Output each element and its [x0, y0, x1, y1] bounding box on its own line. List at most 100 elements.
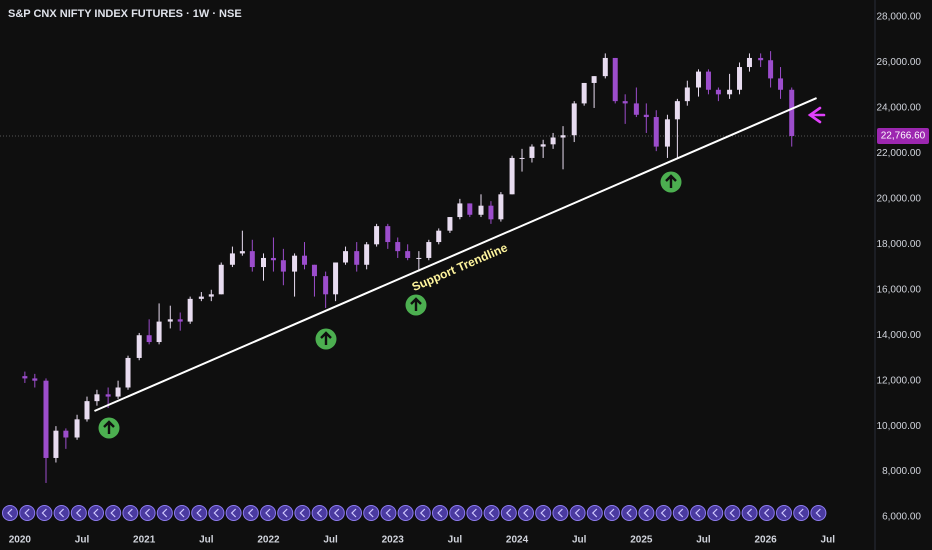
event-marker-glyph	[557, 508, 563, 518]
event-marker-glyph	[695, 508, 701, 518]
event-marker-glyph	[609, 508, 615, 518]
candle-body	[674, 101, 680, 120]
candle-body	[633, 103, 639, 115]
candle-body	[498, 194, 504, 220]
event-marker	[741, 505, 758, 521]
y-tick-label: 14,000.00	[877, 330, 922, 341]
event-marker	[621, 505, 638, 521]
event-marker-glyph	[282, 508, 288, 518]
event-marker-glyph	[781, 508, 787, 518]
event-marker	[88, 505, 104, 521]
candle-body	[198, 296, 204, 299]
candle-body	[115, 387, 121, 397]
event-marker	[655, 505, 672, 521]
event-marker	[638, 505, 655, 521]
event-marker	[311, 505, 328, 521]
event-marker	[672, 505, 689, 521]
event-markers	[2, 505, 827, 521]
event-marker	[156, 505, 173, 521]
event-marker-glyph	[712, 508, 718, 518]
y-tick-label: 20,000.00	[877, 194, 922, 205]
candle-body	[758, 57, 764, 61]
x-tick-label: Jul	[323, 535, 338, 546]
event-marker	[105, 505, 122, 521]
event-marker-glyph	[58, 508, 65, 518]
candle-body	[789, 89, 795, 136]
event-marker	[707, 505, 724, 521]
event-marker-glyph	[179, 508, 185, 518]
support-touch-icon	[315, 328, 337, 350]
event-marker	[552, 505, 569, 521]
candle-body	[622, 101, 628, 104]
event-marker-glyph	[488, 508, 495, 518]
event-marker	[466, 505, 483, 521]
event-marker	[191, 505, 208, 521]
event-marker-glyph	[677, 508, 684, 518]
event-marker-glyph	[41, 508, 47, 518]
candle-body	[416, 257, 422, 259]
event-marker	[810, 505, 827, 521]
event-marker-glyph	[454, 508, 460, 518]
event-marker	[363, 505, 380, 521]
event-marker-glyph	[196, 508, 202, 518]
candle-body	[705, 71, 711, 90]
candle-body	[229, 253, 235, 265]
event-marker-glyph	[299, 508, 305, 518]
y-tick-label: 26,000.00	[877, 57, 922, 68]
candle-body	[364, 244, 370, 265]
candle-body	[696, 71, 702, 88]
event-marker-glyph	[368, 508, 374, 518]
candle-body	[354, 251, 360, 265]
event-marker-glyph	[471, 508, 477, 518]
candle-body	[218, 264, 224, 295]
candle-body	[105, 394, 111, 397]
candle-body	[612, 57, 618, 102]
candle-body	[292, 255, 298, 272]
candle-body	[447, 217, 453, 231]
candle-body	[768, 60, 774, 79]
event-marker	[277, 505, 294, 521]
x-tick-label: Jul	[572, 535, 587, 546]
event-marker-glyph	[523, 508, 529, 518]
candle-body	[664, 119, 670, 147]
candle-body	[467, 203, 473, 215]
candle-body	[571, 103, 577, 136]
event-marker	[604, 505, 620, 521]
trendline	[94, 97, 817, 412]
x-tick-label: Jul	[199, 535, 214, 546]
candle-body	[727, 89, 733, 95]
event-marker-glyph	[626, 508, 632, 518]
event-marker	[569, 505, 586, 521]
candle-body	[488, 205, 494, 220]
candle-body	[239, 251, 245, 254]
candle-body	[778, 78, 784, 90]
candle-body	[156, 321, 162, 343]
event-marker-glyph	[7, 508, 13, 518]
last-value-label: 22,766.60	[881, 131, 926, 142]
x-tick-label: Jul	[696, 535, 711, 546]
event-marker-glyph	[729, 508, 735, 518]
y-tick-label: 24,000.00	[877, 103, 922, 114]
candle-body	[509, 157, 515, 195]
event-marker	[414, 505, 431, 521]
candle-body	[540, 144, 546, 147]
x-tick-label: 2025	[630, 535, 653, 546]
event-marker	[260, 505, 276, 521]
event-marker	[397, 505, 414, 521]
candle-body	[125, 357, 131, 388]
event-marker	[724, 505, 741, 521]
event-marker	[225, 505, 242, 521]
x-tick-label: 2024	[506, 535, 529, 546]
event-marker-glyph	[161, 508, 168, 518]
support-touch-icon	[98, 417, 120, 439]
event-marker-glyph	[213, 508, 219, 518]
candle-body	[385, 226, 391, 243]
support-touch-icon	[405, 294, 427, 316]
support-touch-icon	[660, 171, 682, 193]
candle-body	[32, 378, 38, 381]
candle-body	[737, 67, 743, 90]
candle-body	[405, 251, 411, 258]
event-marker	[328, 505, 345, 521]
event-marker-glyph	[247, 508, 254, 518]
